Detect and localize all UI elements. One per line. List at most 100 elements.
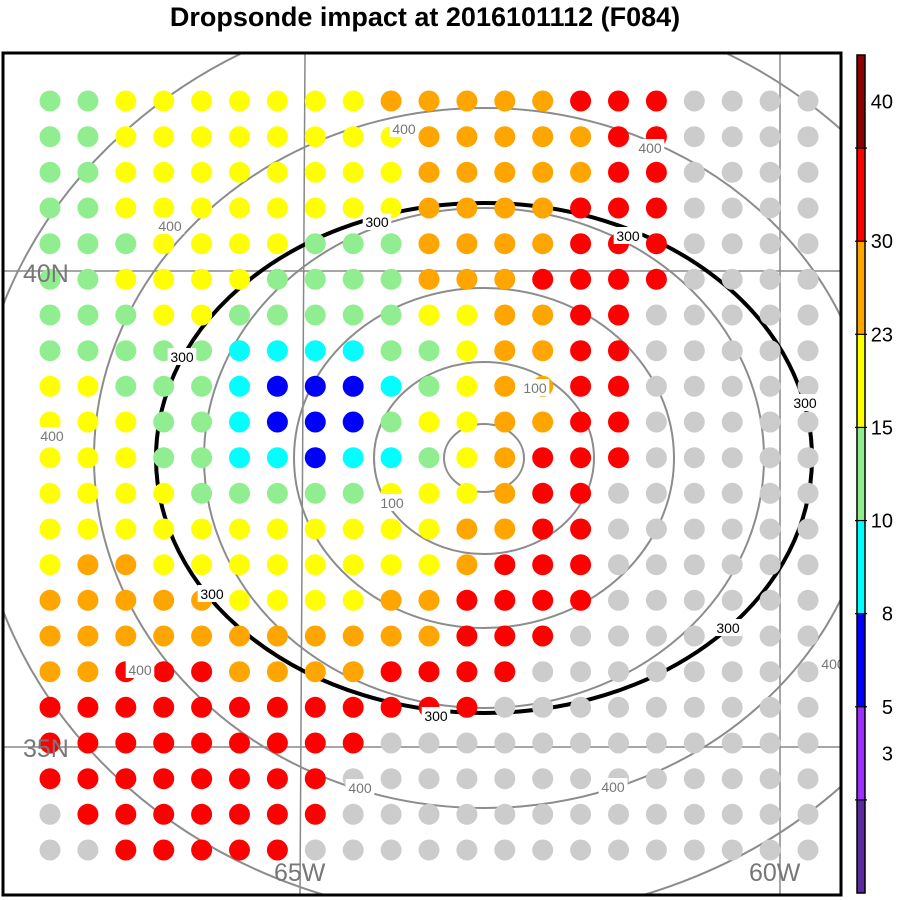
impact-dot: [721, 589, 743, 611]
impact-dot: [456, 126, 478, 148]
impact-dot: [191, 197, 213, 219]
impact-dot: [304, 518, 326, 540]
impact-dot: [645, 411, 667, 433]
impact-dot: [77, 839, 99, 861]
colorbar-tick-label: 3: [882, 743, 893, 765]
impact-dot: [342, 375, 364, 397]
impact-dot: [153, 589, 175, 611]
impact-dot: [721, 375, 743, 397]
impact-dot: [77, 732, 99, 754]
colorbar-tick-label: 23: [871, 324, 893, 346]
impact-dot: [608, 375, 629, 397]
impact-dot: [721, 732, 743, 754]
impact-dot: [683, 661, 705, 683]
impact-dot: [229, 803, 250, 825]
impact-dot: [494, 126, 516, 148]
impact-dot: [645, 554, 667, 576]
impact-dot: [532, 661, 554, 683]
impact-dot: [39, 304, 61, 326]
impact-dot: [77, 340, 99, 362]
impact-dot: [266, 482, 288, 504]
impact-dot: [797, 340, 819, 362]
impact-dot: [456, 482, 478, 504]
impact-dot: [39, 375, 61, 397]
impact-dot: [532, 197, 554, 219]
impact-dot: [77, 803, 99, 825]
impact-dot: [77, 126, 99, 148]
contour-label: 100: [380, 495, 404, 511]
impact-dot: [759, 447, 781, 469]
impact-dot: [191, 554, 213, 576]
impact-dot: [229, 661, 250, 683]
colorbar-segment: [857, 799, 865, 893]
impact-dot: [456, 732, 478, 754]
impact-dot: [570, 625, 592, 647]
impact-dot: [39, 233, 61, 255]
impact-dot: [645, 233, 667, 255]
impact-dot: [380, 554, 402, 576]
impact-dot: [39, 447, 61, 469]
impact-dot: [532, 554, 554, 576]
impact-dot: [153, 554, 175, 576]
impact-dot: [683, 732, 705, 754]
impact-dot: [608, 482, 629, 504]
impact-dot: [494, 482, 516, 504]
impact-dot: [77, 661, 99, 683]
impact-dot: [797, 732, 819, 754]
impact-dot: [759, 518, 781, 540]
impact-dot: [759, 375, 781, 397]
impact-dot: [759, 661, 781, 683]
impact-dot: [380, 340, 402, 362]
impact-dot: [608, 268, 629, 290]
impact-dot: [115, 411, 137, 433]
impact-dot: [721, 554, 743, 576]
impact-dot: [380, 161, 402, 183]
impact-dot: [721, 661, 743, 683]
impact-dot: [304, 161, 326, 183]
impact-dot: [380, 625, 402, 647]
impact-dot: [380, 304, 402, 326]
contour-label-bg: [713, 619, 743, 636]
impact-dot: [153, 768, 175, 790]
impact-dot: [342, 447, 364, 469]
impact-dot: [456, 340, 478, 362]
impact-dot: [532, 732, 554, 754]
impact-dot: [759, 482, 781, 504]
impact-dot: [645, 839, 667, 861]
colorbar-tick-label: 15: [871, 417, 893, 439]
impact-dot: [266, 233, 288, 255]
impact-dot: [115, 554, 137, 576]
impact-dot: [759, 268, 781, 290]
impact-dot: [721, 233, 743, 255]
impact-dot: [380, 661, 402, 683]
impact-dot: [494, 90, 516, 112]
impact-dot: [77, 233, 99, 255]
impact-dot: [39, 661, 61, 683]
impact-dot: [304, 732, 326, 754]
impact-dot: [115, 90, 137, 112]
impact-dot: [153, 161, 175, 183]
impact-dot: [797, 768, 819, 790]
impact-dot: [608, 161, 629, 183]
impact-dot: [532, 768, 554, 790]
impact-dot: [304, 482, 326, 504]
impact-dot: [191, 803, 213, 825]
impact-dot: [570, 482, 592, 504]
impact-dot: [229, 518, 250, 540]
impact-dot: [532, 482, 554, 504]
impact-dot: [380, 696, 402, 718]
impact-dot: [304, 126, 326, 148]
impact-dot: [608, 803, 629, 825]
impact-dot: [191, 126, 213, 148]
impact-dot: [532, 696, 554, 718]
impact-dot: [191, 304, 213, 326]
colorbar-tick-label: 5: [882, 697, 893, 719]
impact-dot: [456, 197, 478, 219]
colorbar-segment: [857, 55, 865, 149]
impact-dot: [570, 696, 592, 718]
impact-dot: [266, 839, 288, 861]
impact-dot: [304, 589, 326, 611]
impact-dot: [39, 589, 61, 611]
impact-dot: [304, 768, 326, 790]
contour-label: 300: [793, 395, 817, 411]
